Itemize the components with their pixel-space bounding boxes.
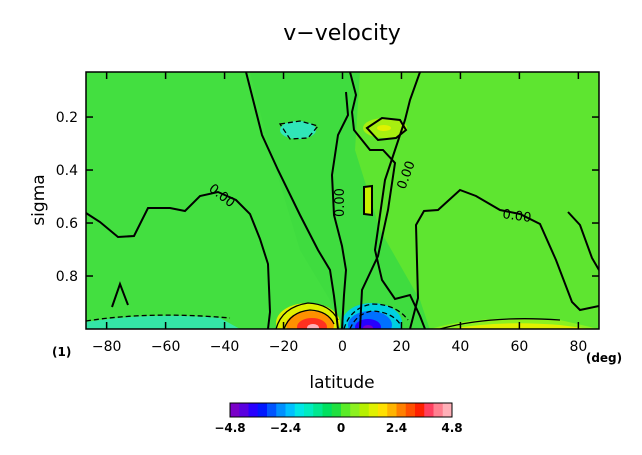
colorbar-tick-label: −2.4 [270, 421, 301, 435]
upper-negative-cell [280, 121, 316, 139]
colorbar-swatch [239, 403, 249, 417]
x-tick-label: 40 [452, 339, 470, 355]
colorbar-swatch [359, 403, 370, 417]
colorbar-tick-label: 2.4 [386, 421, 407, 435]
x-axis: −80 −60 −40 −20 0 20 40 60 80 [92, 72, 587, 355]
x-axis-label: latitude [309, 373, 374, 393]
y-axis: 0.2 0.4 0.6 0.8 [56, 110, 599, 285]
x-tick-label: 60 [510, 339, 528, 355]
upper-positive-core [377, 125, 391, 131]
x-tick-label: 20 [393, 339, 411, 355]
equatorial-max-core [307, 324, 319, 329]
colorbar-swatch [378, 403, 388, 417]
colorbar-swatch [248, 403, 259, 417]
zero-contour-east-inner [567, 211, 599, 271]
positive-contour-equatorial-2 [283, 309, 335, 329]
equatorial-min-inner [355, 319, 381, 329]
weak-positive-region [86, 72, 345, 329]
equatorial-min-core [363, 325, 373, 329]
colorbar-swatch [350, 403, 360, 417]
y-tick-label: 0.4 [56, 163, 78, 179]
x-unit-label: (deg) [586, 351, 622, 365]
contour-label: 0.00 [501, 207, 532, 226]
colorbar-tick-label: 4.8 [441, 421, 462, 435]
surface-negative-west [86, 315, 240, 329]
x-tick-label: −60 [151, 339, 181, 355]
negative-contour-equatorial-1 [343, 303, 409, 329]
zero-contour-east-lower [409, 188, 599, 329]
colorbar-swatch [276, 403, 286, 417]
plot-area [86, 72, 599, 329]
y-tick-label: 0.8 [56, 269, 78, 285]
x-tick-label: 0 [338, 339, 347, 355]
colorbar-swatch [341, 403, 351, 417]
weak-positive-region-north [355, 72, 599, 329]
colorbar-swatch [313, 403, 323, 417]
zero-contour-mid-cell [363, 184, 373, 217]
contour-label: 0.00 [333, 188, 348, 217]
zero-contour-south-cusp [111, 281, 129, 308]
colorbar-swatch [405, 403, 416, 417]
colorbar-tick-label: −4.8 [214, 421, 245, 435]
colorbar-swatch [331, 403, 342, 417]
colorbar-swatch [442, 403, 453, 417]
zero-contour-west [86, 190, 272, 329]
colorbar-swatch [304, 403, 314, 417]
zero-contours [86, 72, 599, 329]
colorbar-swatch [322, 403, 333, 417]
positive-contours [275, 302, 561, 329]
colorbar-swatch [230, 403, 240, 417]
negative-contour-surface-west [86, 314, 231, 322]
mid-positive-cell [364, 187, 372, 215]
positive-contour-equatorial-1 [275, 302, 339, 329]
x-tick-label: −40 [210, 339, 240, 355]
colorbar-swatch [267, 403, 277, 417]
y-tick-label: 0.2 [56, 110, 78, 126]
colorbar-swatch [415, 403, 425, 417]
zero-contour-center [330, 91, 350, 329]
colorbar-swatch [396, 403, 407, 417]
colorbar-swatch [257, 403, 268, 417]
negative-contour-upper [278, 120, 320, 140]
x-tick-label: 80 [569, 339, 587, 355]
zero-contour-east [373, 72, 426, 329]
positive-contour-surface-east [439, 318, 561, 329]
y-tick-label: 0.6 [56, 216, 78, 232]
colorbar-tick-label: 0 [337, 421, 345, 435]
negative-contour-equatorial-2 [349, 310, 401, 329]
zero-contour-center-east [349, 72, 397, 329]
colorbar-swatch [433, 403, 444, 417]
negative-contours [86, 120, 409, 329]
colorbar-swatch [424, 403, 434, 417]
colorbar-swatch [368, 403, 379, 417]
colorbar-swatch [387, 403, 397, 417]
colorbar-frame [229, 402, 453, 418]
chart-title: v−velocity [283, 21, 400, 46]
y-axis-label: sigma [29, 174, 49, 225]
colorbar-swatch [285, 403, 296, 417]
colorbar: −4.8 −2.4 0 2.4 4.8 [214, 402, 463, 435]
zero-contour-upper-cell-pos [365, 116, 408, 142]
x-tick-label: −20 [269, 339, 299, 355]
panel-tag: (1) [52, 345, 71, 359]
zero-contour-west-upper [245, 72, 339, 329]
colorbar-swatch [294, 403, 305, 417]
equatorial-max-inner [297, 318, 327, 329]
x-tick-label: −80 [92, 339, 122, 355]
